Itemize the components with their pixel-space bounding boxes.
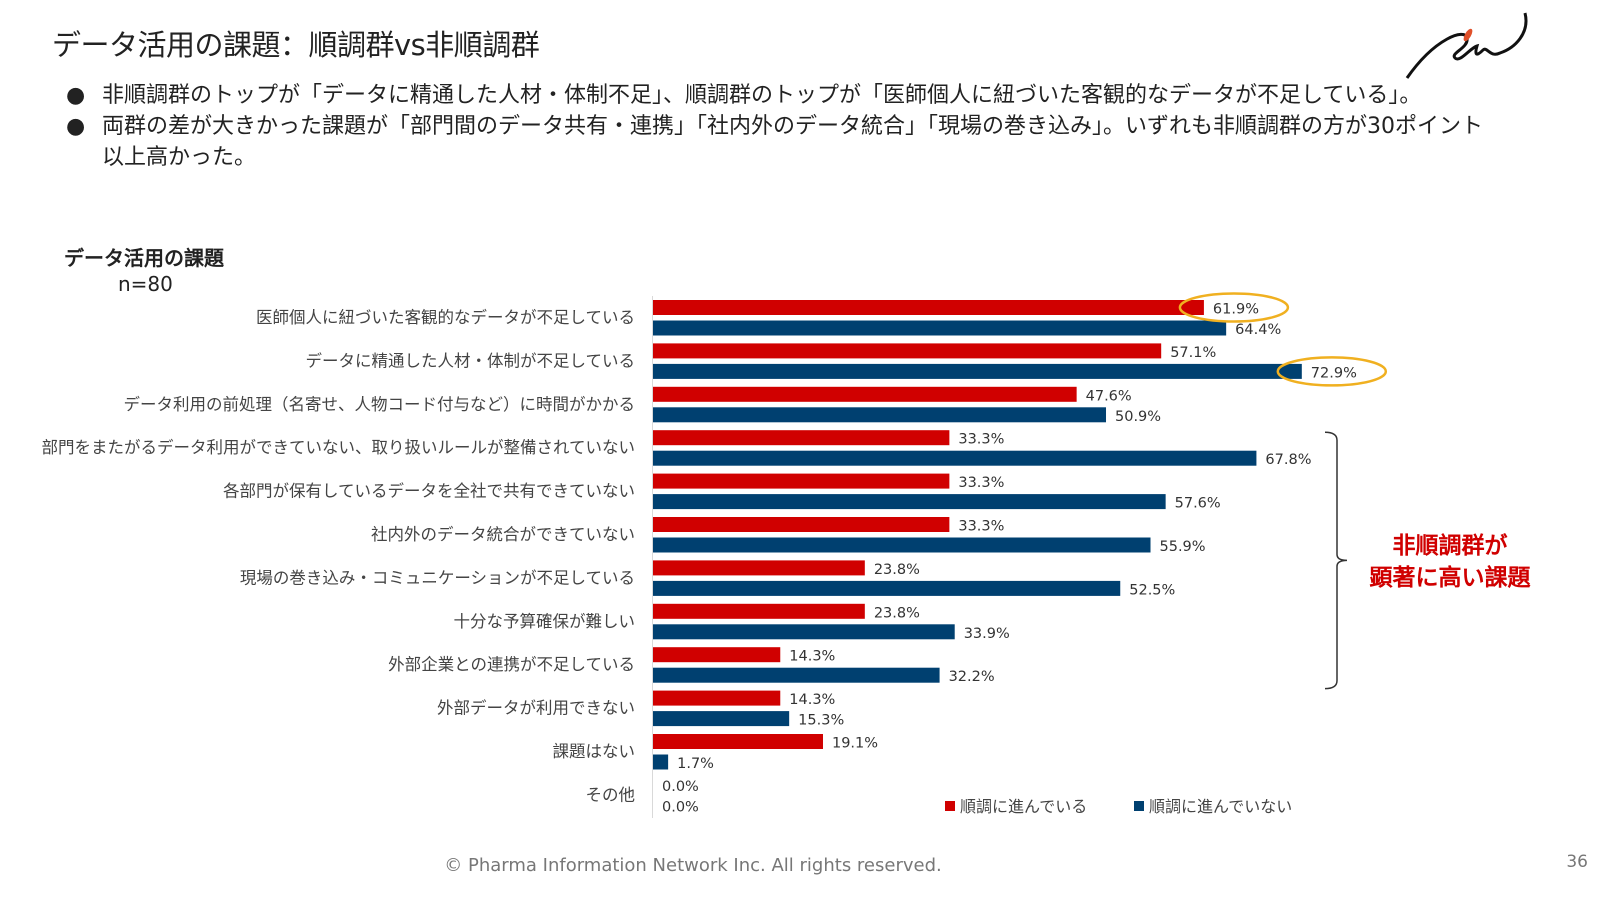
page-number: 36 <box>1566 852 1588 872</box>
legend-swatch <box>945 801 955 811</box>
bar-on-track <box>653 734 823 749</box>
data-label: 32.2% <box>949 669 995 685</box>
bar-on-track <box>653 603 865 619</box>
data-label: 19.1% <box>832 736 878 752</box>
bar-not-on-track <box>653 494 1166 510</box>
data-label: 33.9% <box>964 626 1010 642</box>
legend-label: 順調に進んでいる <box>960 797 1087 816</box>
bar-not-on-track <box>653 363 1302 379</box>
data-label: 64.4% <box>1235 322 1281 338</box>
data-label: 0.0% <box>662 779 699 795</box>
category-label: 部門をまたがるデータ利用ができていない、取り扱いルールが整備されていない <box>41 437 635 457</box>
category-label: 社内外のデータ統合ができていない <box>371 524 635 544</box>
data-label: 50.9% <box>1115 409 1161 425</box>
bar-not-on-track <box>653 667 940 683</box>
data-label: 72.9% <box>1311 365 1357 381</box>
logo <box>1405 12 1528 79</box>
bar-not-on-track <box>653 320 1227 336</box>
bullet-text: 非順調群のトップが「データに精通した人材・体制不足」、順調群のトップが「医師個人… <box>102 83 1422 108</box>
legend-label: 順調に進んでいない <box>1149 797 1292 816</box>
category-label: 現場の巻き込み・コミュニケーションが不足している <box>240 568 635 587</box>
category-label: データに精通した人材・体制が不足している <box>305 350 635 370</box>
chart-sample-size: n=80 <box>118 272 173 296</box>
bar-on-track <box>653 560 865 576</box>
category-label: その他 <box>586 785 636 804</box>
bar-not-on-track <box>653 537 1151 553</box>
data-label: 57.1% <box>1170 345 1216 361</box>
data-label: 15.3% <box>798 713 844 729</box>
bar-not-on-track <box>653 580 1121 596</box>
category-label: 各部門が保有しているデータを全社で共有できていない <box>223 481 635 501</box>
data-label: 0.0% <box>662 799 699 815</box>
category-label: 外部企業との連携が不足している <box>388 655 635 674</box>
category-label: 医師個人に紐づいた客観的なデータが不足している <box>256 307 635 327</box>
data-label: 61.9% <box>1213 302 1259 318</box>
bullet-icon: ● <box>66 83 86 108</box>
data-label: 55.9% <box>1160 539 1206 555</box>
bullet-item: ● 両群の差が大きかった課題が「部門間のデータ共有・連携」「社内外のデータ統合」「… <box>66 111 1486 173</box>
category-label: 十分な予算確保が難しい <box>454 612 636 631</box>
data-label: 23.8% <box>874 562 920 578</box>
bullet-icon: ● <box>66 114 86 139</box>
data-label: 67.8% <box>1265 452 1311 468</box>
category-label: データ利用の前処理（名寄せ、人物コード付与など）に時間がかかる <box>124 394 636 414</box>
highlight-ellipse <box>1276 356 1388 387</box>
data-label: 33.3% <box>958 432 1004 448</box>
data-label: 1.7% <box>677 756 714 772</box>
data-label: 33.3% <box>958 519 1004 535</box>
slide-title: データ活用の課題：順調群vs非順調群 <box>52 28 540 62</box>
data-label: 57.6% <box>1175 496 1221 512</box>
data-label: 14.3% <box>789 649 835 665</box>
data-label: 23.8% <box>874 605 920 621</box>
bullet-item: ● 非順調群のトップが「データに精通した人材・体制不足」、順調群のトップが「医師個… <box>66 80 1486 111</box>
annotation-line: 顕著に高い課題 <box>1369 565 1531 591</box>
chart-title: データ活用の課題 <box>64 246 224 270</box>
annotation: 非順調群が 顕著に高い課題 <box>1352 530 1548 594</box>
legend-swatch <box>1134 801 1144 811</box>
category-label: 外部データが利用できない <box>437 698 635 718</box>
bracket <box>1324 431 1348 690</box>
annotation-line: 非順調群が <box>1392 533 1508 559</box>
bar-not-on-track <box>653 450 1257 466</box>
category-label: 課題はない <box>553 742 636 761</box>
copyright: © Pharma Information Network Inc. All ri… <box>444 855 942 876</box>
bar-on-track <box>653 517 950 532</box>
bar-on-track <box>653 647 781 663</box>
data-label: 52.5% <box>1129 582 1175 598</box>
bullet-list: ● 非順調群のトップが「データに精通した人材・体制不足」、順調群のトップが「医師個… <box>66 80 1486 173</box>
bar-not-on-track <box>653 407 1107 423</box>
highlight-ellipse <box>1178 292 1290 323</box>
data-label: 14.3% <box>789 692 835 708</box>
bar-on-track <box>653 386 1077 402</box>
bar-not-on-track <box>653 624 955 640</box>
data-label: 33.3% <box>958 475 1004 491</box>
bullet-text: 両群の差が大きかった課題が「部門間のデータ共有・連携」「社内外のデータ統合」「現… <box>102 114 1483 170</box>
bar-on-track <box>653 690 781 706</box>
bar-not-on-track <box>653 754 669 770</box>
bar-on-track <box>653 300 1204 315</box>
bar-on-track <box>653 343 1162 359</box>
bar-not-on-track <box>653 711 790 727</box>
bar-on-track <box>653 473 950 489</box>
data-label: 47.6% <box>1086 388 1132 404</box>
bar-on-track <box>653 430 950 446</box>
